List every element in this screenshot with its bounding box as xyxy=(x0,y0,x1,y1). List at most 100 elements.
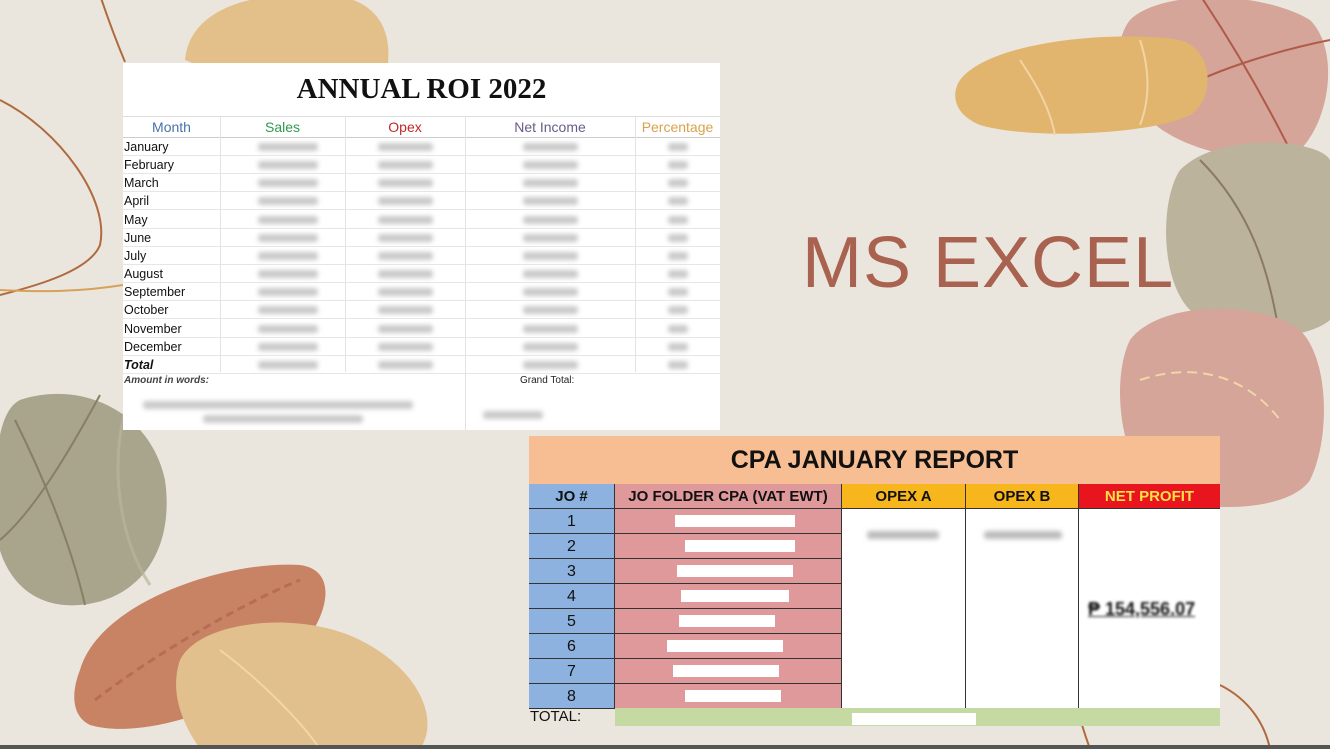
redacted-value xyxy=(523,143,578,151)
roi-header-top-line xyxy=(123,116,720,117)
redacted-value xyxy=(668,270,688,279)
roi-col-divider xyxy=(220,116,221,372)
net-profit-cell xyxy=(1079,509,1220,708)
redacted-value xyxy=(523,251,578,260)
roi-header-month: Month xyxy=(152,119,191,135)
redacted-value xyxy=(378,251,433,260)
grand-total-label: Grand Total: xyxy=(520,375,575,386)
redacted-value xyxy=(258,143,318,151)
cpa-header-opex-a: OPEX A xyxy=(842,484,966,509)
redacted-value xyxy=(668,233,688,242)
roi-month-row: September xyxy=(123,283,720,302)
roi-col-divider xyxy=(635,116,636,372)
redacted-value xyxy=(668,288,688,297)
redacted-value xyxy=(258,197,318,206)
redacted-value xyxy=(378,270,433,279)
opex-a-value-redacted xyxy=(867,531,939,539)
roi-header-opex: Opex xyxy=(388,119,422,135)
roi-month-row: April xyxy=(123,192,720,211)
redacted-value xyxy=(685,690,781,702)
redacted-value xyxy=(523,233,578,242)
redacted-value xyxy=(258,215,318,224)
redacted-value xyxy=(681,590,789,602)
grand-total-redacted xyxy=(483,411,543,419)
cpa-report-sheet: CPA JANUARY REPORT JO # JO FOLDER CPA (V… xyxy=(529,436,1220,726)
redacted-value xyxy=(258,179,318,188)
yellow-stone-shape xyxy=(176,622,428,749)
redacted-value xyxy=(258,342,318,351)
annual-roi-sheet: ANNUAL ROI 2022 Month Sales Opex Net Inc… xyxy=(123,63,720,430)
cpa-header-net-profit: NET PROFIT xyxy=(1079,484,1220,509)
net-profit-value: ₱ 154,556.07 xyxy=(1088,599,1196,619)
redacted-value xyxy=(378,215,433,224)
redacted-value xyxy=(258,161,318,170)
roi-month-label: August xyxy=(124,267,163,282)
cpa-folder-cell xyxy=(615,584,842,609)
roi-month-row: October xyxy=(123,301,720,320)
roi-month-label: February xyxy=(124,158,175,173)
cpa-header-folder: JO FOLDER CPA (VAT EWT) xyxy=(615,484,842,509)
roi-month-row: August xyxy=(123,265,720,284)
redacted-value xyxy=(258,251,318,260)
redacted-value xyxy=(378,143,433,151)
cpa-folder-cell xyxy=(615,634,842,659)
cpa-jo-number: 7 xyxy=(529,659,615,684)
redacted-value xyxy=(523,306,578,315)
roi-header-underline xyxy=(123,137,720,138)
roi-col-divider xyxy=(345,116,346,372)
cpa-header-jo: JO # xyxy=(529,484,615,509)
redacted-value xyxy=(378,342,433,351)
cpa-header-opex-b: OPEX B xyxy=(966,484,1079,509)
roi-header-sales: Sales xyxy=(264,119,301,135)
cpa-folder-cell xyxy=(615,684,842,709)
roi-header-percentage: Percentage xyxy=(641,119,714,135)
slide-title: MS EXCEL xyxy=(802,223,1175,303)
roi-month-row: March xyxy=(123,174,720,193)
redacted-value xyxy=(258,324,318,333)
redacted-value xyxy=(668,197,688,206)
redacted-value xyxy=(673,665,779,677)
redacted-value xyxy=(668,360,688,369)
redacted-value xyxy=(668,179,688,188)
redacted-value xyxy=(668,143,688,151)
redacted-value xyxy=(523,288,578,297)
cpa-jo-number: 2 xyxy=(529,534,615,559)
roi-month-label: September xyxy=(124,285,186,300)
redacted-value xyxy=(679,615,775,627)
redacted-value xyxy=(668,251,688,260)
redacted-value xyxy=(523,270,578,279)
roi-month-label: July xyxy=(124,248,147,263)
amount-in-words-label: Amount in words: xyxy=(124,375,209,386)
grey-stone-right xyxy=(1166,142,1330,337)
roi-title: ANNUAL ROI 2022 xyxy=(296,73,547,105)
cpa-total-label: TOTAL: xyxy=(530,708,582,725)
redacted-value xyxy=(523,324,578,333)
roi-month-label: October xyxy=(124,303,169,318)
redacted-value xyxy=(258,233,318,242)
cpa-folder-cell xyxy=(615,559,842,584)
cpa-jo-number: 1 xyxy=(529,509,615,534)
redacted-value xyxy=(378,360,433,369)
roi-month-label: April xyxy=(124,194,150,209)
roi-month-label: December xyxy=(124,339,182,354)
cpa-jo-number: 6 xyxy=(529,634,615,659)
roi-col-divider xyxy=(465,116,466,372)
roi-month-label: January xyxy=(124,140,169,154)
redacted-value xyxy=(378,197,433,206)
roi-header-net-income: Net Income xyxy=(514,119,586,135)
yellow-stone-right xyxy=(955,36,1208,134)
redacted-value xyxy=(668,324,688,333)
amount-in-words-redacted xyxy=(143,401,413,409)
redacted-value xyxy=(258,306,318,315)
bottom-rule xyxy=(0,745,1330,749)
redacted-value xyxy=(667,640,783,652)
roi-month-label: May xyxy=(124,212,148,227)
redacted-value xyxy=(523,179,578,188)
cpa-report-title: CPA JANUARY REPORT xyxy=(529,436,1220,484)
redacted-value xyxy=(668,342,688,351)
redacted-value xyxy=(378,324,433,333)
redacted-value xyxy=(378,179,433,188)
cpa-jo-number: 3 xyxy=(529,559,615,584)
roi-month-row: January xyxy=(123,138,720,156)
